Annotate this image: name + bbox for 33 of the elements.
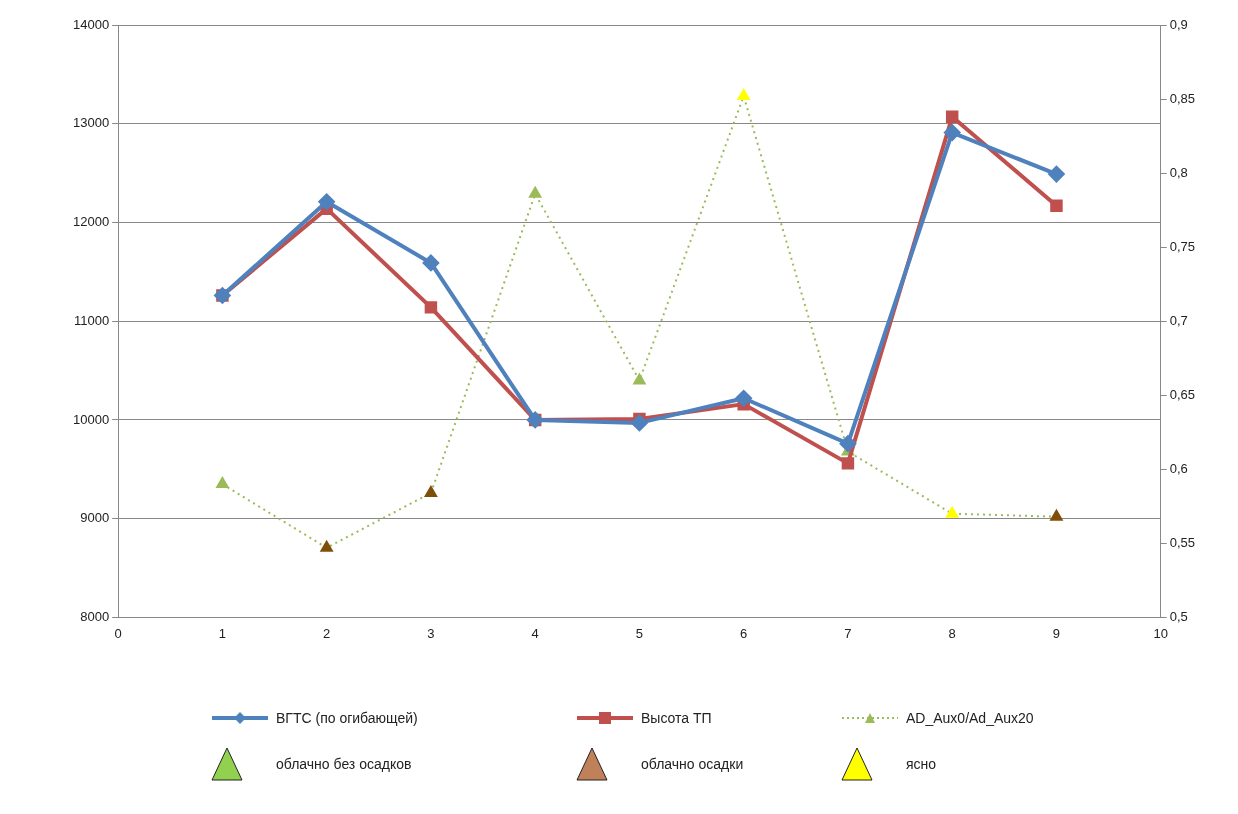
x-tick-label: 0: [114, 625, 122, 641]
x-tick-label: 10: [1153, 625, 1168, 641]
y2-tick-label: 0,55: [1169, 534, 1196, 550]
y-tick-label: 11000: [73, 312, 110, 328]
legend-label: Высота ТП: [641, 710, 712, 726]
x-tick-label: 8: [948, 625, 956, 641]
x-tick-label: 2: [323, 625, 331, 641]
y-tick-label: 14000: [72, 16, 110, 32]
x-tick-label: 7: [844, 625, 852, 641]
text: облачно без осадков: [276, 756, 412, 772]
y-tick-label: 13000: [72, 115, 110, 131]
x-tick-label: 4: [531, 625, 539, 641]
y2-tick-label: 0,6: [1169, 460, 1188, 476]
y2-tick-label: 0,7: [1169, 312, 1188, 328]
x-tick-label: 6: [740, 625, 748, 641]
y-tick-label: 12000: [72, 214, 110, 230]
y-tick-label: 9000: [80, 510, 110, 526]
legend-label: ВГТС (по огибающей): [276, 710, 418, 726]
y-tick-label: 8000: [80, 608, 110, 624]
y2-tick-label: 0,75: [1169, 238, 1196, 254]
y2-tick-label: 0,8: [1169, 164, 1188, 180]
x-tick-label: 9: [1052, 625, 1061, 641]
y2-tick-label: 0,85: [1169, 90, 1196, 106]
x-tick-label: 3: [427, 625, 435, 641]
text: ясно: [906, 756, 937, 772]
y2-tick-label: 0,5: [1169, 608, 1188, 624]
y2-tick-label: 0,9: [1169, 16, 1188, 32]
y2-tick-label: 0,65: [1169, 386, 1196, 402]
legend-label: AD_Aux0/Ad_Aux20: [906, 710, 1034, 726]
text: облачно осадки: [641, 756, 744, 772]
x-tick-label: 1: [218, 625, 227, 641]
y-tick-label: 10000: [72, 411, 110, 427]
x-tick-label: 5: [635, 625, 644, 641]
